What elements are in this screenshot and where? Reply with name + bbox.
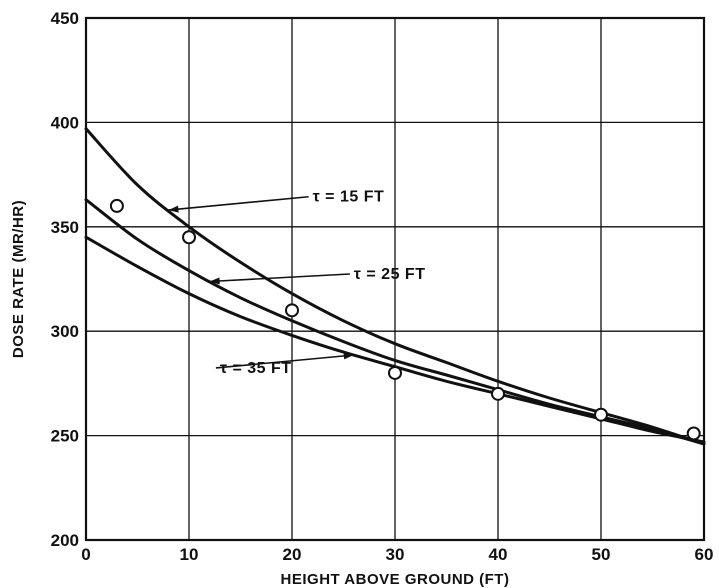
- x-tick-label: 40: [489, 545, 508, 564]
- data-point: [109, 198, 124, 213]
- tick-labels: 0 10 20 30 40 50 60 200 250 300 350 400 450: [51, 9, 714, 564]
- curve-label-1: τ = 15 FT: [313, 189, 385, 206]
- label-arrowhead: [209, 277, 220, 285]
- x-tick-label: 30: [386, 545, 405, 564]
- curve-label-2: τ = 25 FT: [354, 266, 426, 283]
- label-leader-line: [168, 195, 309, 211]
- x-tick-label: 20: [283, 545, 302, 564]
- data-points: [109, 198, 701, 441]
- x-tick-label: 60: [695, 545, 714, 564]
- y-tick-label: 300: [51, 322, 79, 341]
- x-tick-label: 50: [592, 545, 611, 564]
- x-tick-label: 0: [81, 545, 90, 564]
- label-arrowhead: [343, 352, 354, 360]
- data-point: [388, 365, 402, 380]
- curve-label-3: τ = 35 FT: [220, 360, 292, 377]
- y-tick-label: 400: [51, 113, 79, 132]
- label-arrowhead: [168, 205, 179, 213]
- label-leader-line: [209, 273, 350, 283]
- data-point: [594, 407, 608, 422]
- x-axis-title: HEIGHT ABOVE GROUND (FT): [281, 571, 510, 588]
- label-leader-line: [215, 354, 354, 369]
- plot-frame: [84, 16, 706, 542]
- label-leaders: [168, 195, 354, 369]
- y-tick-label: 250: [51, 427, 79, 446]
- grid: [86, 18, 704, 540]
- x-tick-label: 10: [180, 545, 199, 564]
- y-tick-label: 350: [51, 218, 79, 237]
- y-tick-label: 450: [51, 9, 79, 28]
- data-point: [491, 386, 505, 401]
- y-axis-title: DOSE RATE (MR/HR): [10, 200, 27, 358]
- data-point: [182, 230, 196, 245]
- y-tick-label: 200: [51, 531, 79, 550]
- data-point: [285, 303, 299, 318]
- data-point: [686, 426, 701, 441]
- curve-labels: τ = 15 FT τ = 25 FT τ = 35 FT: [220, 189, 426, 377]
